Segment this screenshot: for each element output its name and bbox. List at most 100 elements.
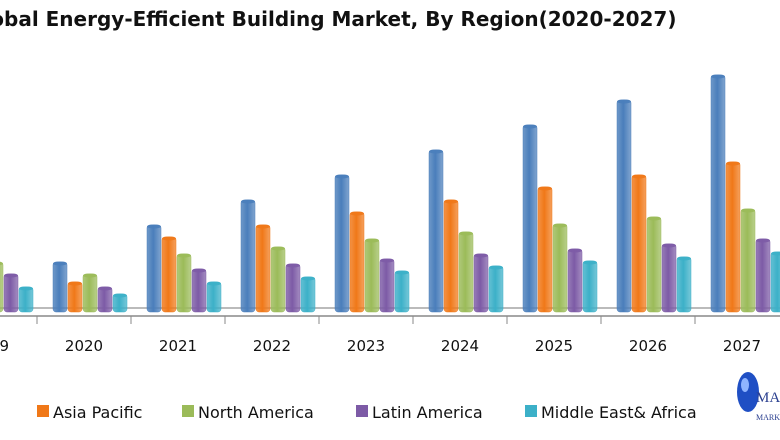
bar-cap <box>662 243 676 248</box>
bar-europe-2021 <box>146 224 162 313</box>
bar-cap <box>98 286 112 291</box>
bar-middle-east-africa-2027 <box>770 251 780 313</box>
bar-cap <box>632 174 646 179</box>
bar-cap <box>286 263 300 268</box>
bar-cap <box>83 273 97 278</box>
bar-cap <box>113 293 127 298</box>
bar-latin-america-2022 <box>285 263 301 313</box>
bar-cap <box>756 238 770 243</box>
bar-cap <box>583 260 597 265</box>
bar-europe-2025 <box>522 124 538 313</box>
bar-middle-east-africa-2021 <box>206 281 222 313</box>
bar-north-america-2022 <box>270 246 286 313</box>
x-tick-label: 2019 <box>0 337 9 355</box>
x-tick-label: 2021 <box>159 337 197 355</box>
bar-cap <box>365 238 379 243</box>
bar-cap <box>0 261 3 266</box>
bar-middle-east-africa-2024 <box>488 265 504 313</box>
bar-cap <box>395 270 409 275</box>
bar-middle-east-africa-2026 <box>676 256 692 313</box>
x-tick-label: 2025 <box>535 337 573 355</box>
bar-north-america-2020 <box>82 273 98 313</box>
x-tick-label: 2022 <box>253 337 291 355</box>
bar-cap <box>444 199 458 204</box>
bar-asia-pacific-2023 <box>349 211 365 313</box>
bar-asia-pacific-2026 <box>631 174 647 313</box>
bar-europe-2024 <box>428 149 444 313</box>
bar-middle-east-africa-2022 <box>300 276 316 313</box>
bar-middle-east-africa-2023 <box>394 270 410 313</box>
bar-europe-2026 <box>616 99 632 313</box>
bar-cap <box>538 186 552 191</box>
bar-europe-2023 <box>334 174 350 313</box>
bar-north-america-2023 <box>364 238 380 313</box>
x-tick-label: 2027 <box>723 337 761 355</box>
bar-north-america-2021 <box>176 253 192 313</box>
x-tick-label: 2024 <box>441 337 479 355</box>
bar-cap <box>19 286 33 291</box>
bar-cap <box>553 223 567 228</box>
bar-cap <box>523 124 537 129</box>
bar-cap <box>617 99 631 104</box>
legend-label: Asia Pacific <box>53 403 142 422</box>
x-tick-label: 2020 <box>65 337 103 355</box>
bar-latin-america-2024 <box>473 253 489 313</box>
legend-swatch <box>182 405 194 417</box>
bar-north-america-2025 <box>552 223 568 313</box>
bar-cap <box>677 256 691 261</box>
bar-asia-pacific-2022 <box>255 224 271 313</box>
bar-cap <box>350 211 364 216</box>
chart-title: Global Energy-Efficient Building Market,… <box>0 7 677 31</box>
bar-cap <box>711 74 725 79</box>
bar-latin-america-2020 <box>97 286 113 313</box>
bar-cap <box>4 273 18 278</box>
bar-cap <box>741 208 755 213</box>
legend-swatch <box>525 405 537 417</box>
bar-cap <box>771 251 780 256</box>
bar-cap <box>429 149 443 154</box>
bar-latin-america-2025 <box>567 248 583 313</box>
legend-swatch <box>37 405 49 417</box>
bar-cap <box>53 261 67 266</box>
legend-label: Middle East& Africa <box>541 403 697 422</box>
bar-cap <box>474 253 488 258</box>
bar-cap <box>147 224 161 229</box>
x-tick-label: 2026 <box>629 337 667 355</box>
bar-cap <box>335 174 349 179</box>
bar-asia-pacific-2024 <box>443 199 459 313</box>
bar-cap <box>241 199 255 204</box>
bar-cap <box>459 231 473 236</box>
bar-cap <box>256 224 270 229</box>
legend-label: Latin America <box>372 403 483 422</box>
bar-cap <box>647 216 661 221</box>
bar-cap <box>568 248 582 253</box>
bar-north-america-2024 <box>458 231 474 313</box>
bar-asia-pacific-2020 <box>67 281 83 313</box>
bar-latin-america-2027 <box>755 238 771 313</box>
bar-cap <box>192 268 206 273</box>
bar-latin-america-2023 <box>379 258 395 313</box>
bar-cap <box>177 253 191 258</box>
bar-europe-2027 <box>710 74 726 313</box>
bar-latin-america-2021 <box>191 268 207 313</box>
legend-label: North America <box>198 403 314 422</box>
bar-middle-east-africa-2019 <box>18 286 34 313</box>
bar-asia-pacific-2021 <box>161 236 177 313</box>
legend-swatch <box>356 405 368 417</box>
bar-cap <box>162 236 176 241</box>
bar-cap <box>380 258 394 263</box>
bar-europe-2022 <box>240 199 256 313</box>
bar-latin-america-2019 <box>3 273 19 313</box>
bar-north-america-2026 <box>646 216 662 313</box>
bar-cap <box>207 281 221 286</box>
x-tick-label: 2023 <box>347 337 385 355</box>
bar-north-america-2019 <box>0 261 4 313</box>
logo: MAX MARKET <box>737 372 780 422</box>
bar-cap <box>726 161 740 166</box>
bar-cap <box>301 276 315 281</box>
bar-middle-east-africa-2025 <box>582 260 598 313</box>
bar-cap <box>68 281 82 286</box>
bar-asia-pacific-2027 <box>725 161 741 313</box>
bar-asia-pacific-2025 <box>537 186 553 313</box>
